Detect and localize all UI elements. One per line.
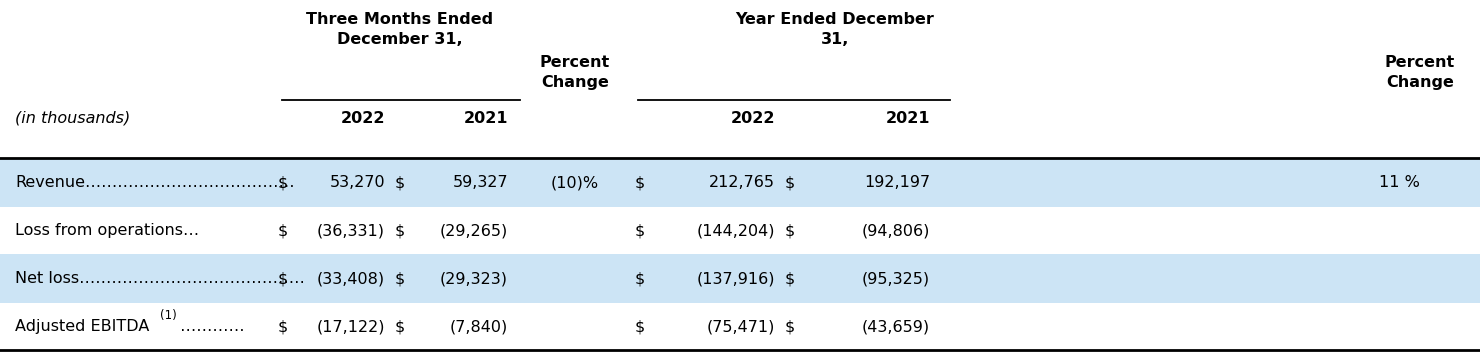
Text: Adjusted EBITDA: Adjusted EBITDA xyxy=(15,319,149,334)
Text: (43,659): (43,659) xyxy=(861,319,929,334)
Text: (in thousands): (in thousands) xyxy=(15,111,130,126)
Text: 192,197: 192,197 xyxy=(864,175,929,190)
Text: Three Months Ended
December 31,: Three Months Ended December 31, xyxy=(306,12,493,47)
Text: (1): (1) xyxy=(160,309,176,322)
Text: $: $ xyxy=(784,271,795,286)
Text: Percent
Change: Percent Change xyxy=(540,55,610,90)
Text: $: $ xyxy=(395,271,406,286)
Text: $: $ xyxy=(635,319,645,334)
Text: (75,471): (75,471) xyxy=(706,319,776,334)
Text: (95,325): (95,325) xyxy=(861,271,929,286)
Text: (29,265): (29,265) xyxy=(440,223,508,238)
Text: $: $ xyxy=(635,271,645,286)
Text: …………: ………… xyxy=(175,319,244,334)
Text: $: $ xyxy=(635,175,645,190)
Text: $: $ xyxy=(784,319,795,334)
Text: $: $ xyxy=(784,175,795,190)
Text: (10)%: (10)% xyxy=(551,175,599,190)
Text: 53,270: 53,270 xyxy=(330,175,385,190)
Text: (144,204): (144,204) xyxy=(697,223,776,238)
Text: (36,331): (36,331) xyxy=(317,223,385,238)
Text: (137,916): (137,916) xyxy=(697,271,776,286)
Text: $: $ xyxy=(395,319,406,334)
Text: 11 %: 11 % xyxy=(1379,175,1419,190)
Text: $: $ xyxy=(635,223,645,238)
Text: $: $ xyxy=(278,319,289,334)
Text: 2022: 2022 xyxy=(340,111,385,126)
Text: $: $ xyxy=(395,175,406,190)
Text: $: $ xyxy=(278,223,289,238)
Text: 212,765: 212,765 xyxy=(709,175,776,190)
Text: Loss from operations…: Loss from operations… xyxy=(15,223,200,238)
Text: (7,840): (7,840) xyxy=(450,319,508,334)
Text: $: $ xyxy=(278,175,289,190)
Text: $: $ xyxy=(278,271,289,286)
Text: (33,408): (33,408) xyxy=(317,271,385,286)
Text: Net loss……………………………………: Net loss…………………………………… xyxy=(15,271,305,286)
Text: Percent
Change: Percent Change xyxy=(1385,55,1455,90)
Text: (29,323): (29,323) xyxy=(440,271,508,286)
Text: $: $ xyxy=(395,223,406,238)
Text: Revenue…………………………………: Revenue………………………………… xyxy=(15,175,295,190)
Text: 2022: 2022 xyxy=(731,111,776,126)
Text: 2021: 2021 xyxy=(885,111,929,126)
Bar xyxy=(0,158,1480,207)
Text: 2021: 2021 xyxy=(463,111,508,126)
Text: Year Ended December
31,: Year Ended December 31, xyxy=(736,12,934,47)
Text: (17,122): (17,122) xyxy=(317,319,385,334)
Text: $: $ xyxy=(784,223,795,238)
Bar xyxy=(0,254,1480,303)
Text: 59,327: 59,327 xyxy=(453,175,508,190)
Text: (94,806): (94,806) xyxy=(861,223,929,238)
